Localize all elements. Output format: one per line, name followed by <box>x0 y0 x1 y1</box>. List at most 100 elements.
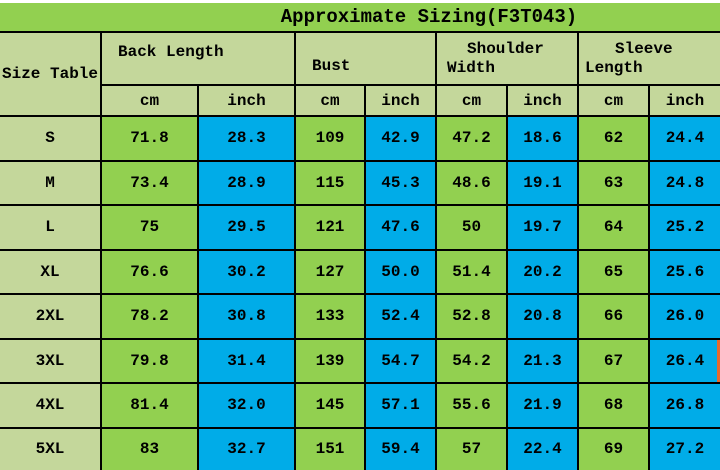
cell-sleeve-inch: 24.4 <box>647 115 720 162</box>
header-unit-row: cm inch cm inch cm inch cm inch <box>0 84 720 117</box>
back-length-label: Back Length <box>118 43 224 61</box>
cell-back-inch: 29.5 <box>197 204 296 251</box>
cell-shoulder-inch: 19.1 <box>506 159 579 207</box>
cell-bust-cm: 133 <box>294 293 366 340</box>
cell-bust-inch: 42.9 <box>364 115 437 162</box>
cell-size: M <box>0 159 102 207</box>
cell-back-inch: 31.4 <box>197 337 296 385</box>
cell-size: 4XL <box>0 382 102 429</box>
unit-header-shoulder-inch: inch <box>506 84 579 117</box>
cell-shoulder-cm: 54.2 <box>435 337 508 385</box>
cell-back-inch: 28.9 <box>197 159 296 207</box>
cell-shoulder-cm: 52.8 <box>435 293 508 340</box>
table-row-xl: XL 76.6 30.2 127 50.0 51.4 20.2 65 25.6 <box>0 248 720 296</box>
cell-shoulder-inch: 18.6 <box>506 115 579 162</box>
cell-back-cm: 75 <box>100 204 199 251</box>
cell-shoulder-cm: 51.4 <box>435 248 508 296</box>
shoulder-width-label-line1: Shoulder <box>467 40 544 58</box>
cell-size: S <box>0 115 102 162</box>
selection-border-fragment <box>717 340 720 382</box>
cell-size: L <box>0 204 102 251</box>
cell-shoulder-inch: 21.3 <box>506 337 579 385</box>
unit-header-back-cm: cm <box>101 84 199 117</box>
cell-sleeve-cm: 64 <box>577 204 650 251</box>
title-bar: Approximate Sizing(F3T043) <box>0 3 720 33</box>
cell-sleeve-inch: 26.4 <box>647 337 720 385</box>
cell-back-inch: 32.7 <box>197 426 296 470</box>
cell-shoulder-cm: 50 <box>435 204 508 251</box>
cell-size: 3XL <box>0 337 102 385</box>
cell-sleeve-cm: 62 <box>577 115 650 162</box>
cell-shoulder-cm: 47.2 <box>435 115 508 162</box>
cell-back-inch: 28.3 <box>197 115 296 162</box>
table-row-3xl: 3XL 79.8 31.4 139 54.7 54.2 21.3 67 26.4 <box>0 337 720 385</box>
sizing-table: Size Table Back Length Bust Shoulder Wid… <box>0 33 720 470</box>
cell-bust-cm: 127 <box>294 248 366 296</box>
cell-shoulder-inch: 20.2 <box>506 248 579 296</box>
cell-size: XL <box>0 248 102 296</box>
cell-back-cm: 73.4 <box>100 159 199 207</box>
col-header-size-table: Size Table <box>0 33 102 117</box>
cell-bust-cm: 139 <box>294 337 366 385</box>
cell-bust-cm: 151 <box>294 426 366 470</box>
cell-shoulder-inch: 19.7 <box>506 204 579 251</box>
shoulder-width-label-line2: Width <box>447 59 496 77</box>
table-row-m: M 73.4 28.9 115 45.3 48.6 19.1 63 24.8 <box>0 159 720 207</box>
cell-sleeve-cm: 65 <box>577 248 650 296</box>
cell-shoulder-cm: 55.6 <box>435 382 508 429</box>
cell-back-cm: 81.4 <box>100 382 199 429</box>
cell-size: 2XL <box>0 293 102 340</box>
cell-back-inch: 30.2 <box>197 248 296 296</box>
cell-back-cm: 83 <box>100 426 199 470</box>
cell-sleeve-cm: 68 <box>577 382 650 429</box>
unit-header-bust-inch: inch <box>364 84 437 117</box>
cell-back-cm: 78.2 <box>100 293 199 340</box>
cell-back-inch: 30.8 <box>197 293 296 340</box>
unit-header-back-inch: inch <box>197 84 296 117</box>
unit-header-shoulder-cm: cm <box>435 84 508 117</box>
cell-bust-cm: 109 <box>294 115 366 162</box>
cell-sleeve-cm: 63 <box>577 159 650 207</box>
cell-bust-inch: 52.4 <box>364 293 437 340</box>
cell-bust-cm: 145 <box>294 382 366 429</box>
cell-sleeve-inch: 25.6 <box>647 248 720 296</box>
sleeve-length-label-line2: Length <box>585 59 643 77</box>
cell-shoulder-cm: 57 <box>435 426 508 470</box>
cell-sleeve-inch: 26.8 <box>647 382 720 429</box>
cell-size: 5XL <box>0 426 102 470</box>
sleeve-length-label-line1: Sleeve <box>615 40 673 58</box>
cell-bust-inch: 45.3 <box>364 159 437 207</box>
cell-back-cm: 79.8 <box>100 337 199 385</box>
table-row-2xl: 2XL 78.2 30.8 133 52.4 52.8 20.8 66 26.0 <box>0 293 720 340</box>
col-group-shoulder-width: Shoulder Width <box>435 33 579 86</box>
col-group-back-length: Back Length <box>100 33 296 86</box>
cell-back-cm: 76.6 <box>100 248 199 296</box>
cell-bust-inch: 57.1 <box>364 382 437 429</box>
cell-back-inch: 32.0 <box>197 382 296 429</box>
unit-header-sleeve-cm: cm <box>577 84 650 117</box>
cell-shoulder-inch: 20.8 <box>506 293 579 340</box>
cell-sleeve-cm: 69 <box>577 426 650 470</box>
unit-header-bust-cm: cm <box>294 84 366 117</box>
cell-shoulder-cm: 48.6 <box>435 159 508 207</box>
table-row-4xl: 4XL 81.4 32.0 145 57.1 55.6 21.9 68 26.8 <box>0 382 720 429</box>
table-row-s: S 71.8 28.3 109 42.9 47.2 18.6 62 24.4 <box>0 115 720 162</box>
header-group-row: Size Table Back Length Bust Shoulder Wid… <box>0 33 720 117</box>
cell-shoulder-inch: 22.4 <box>506 426 579 470</box>
col-group-sleeve-length: Sleeve Length <box>576 33 720 86</box>
cell-bust-inch: 59.4 <box>364 426 437 470</box>
cell-back-cm: 71.8 <box>100 115 199 162</box>
cell-bust-cm: 115 <box>294 159 366 207</box>
page-title: Approximate Sizing(F3T043) <box>280 6 578 28</box>
cell-shoulder-inch: 21.9 <box>506 382 579 429</box>
cell-bust-inch: 47.6 <box>364 204 437 251</box>
cell-sleeve-cm: 67 <box>577 337 650 385</box>
table-row-l: L 75 29.5 121 47.6 50 19.7 64 25.2 <box>0 204 720 251</box>
col-group-bust: Bust <box>294 33 437 86</box>
cell-bust-inch: 50.0 <box>364 248 437 296</box>
unit-header-sleeve-inch: inch <box>647 84 720 117</box>
cell-sleeve-inch: 26.0 <box>647 293 720 340</box>
cell-sleeve-inch: 25.2 <box>647 204 720 251</box>
cell-sleeve-cm: 66 <box>577 293 650 340</box>
